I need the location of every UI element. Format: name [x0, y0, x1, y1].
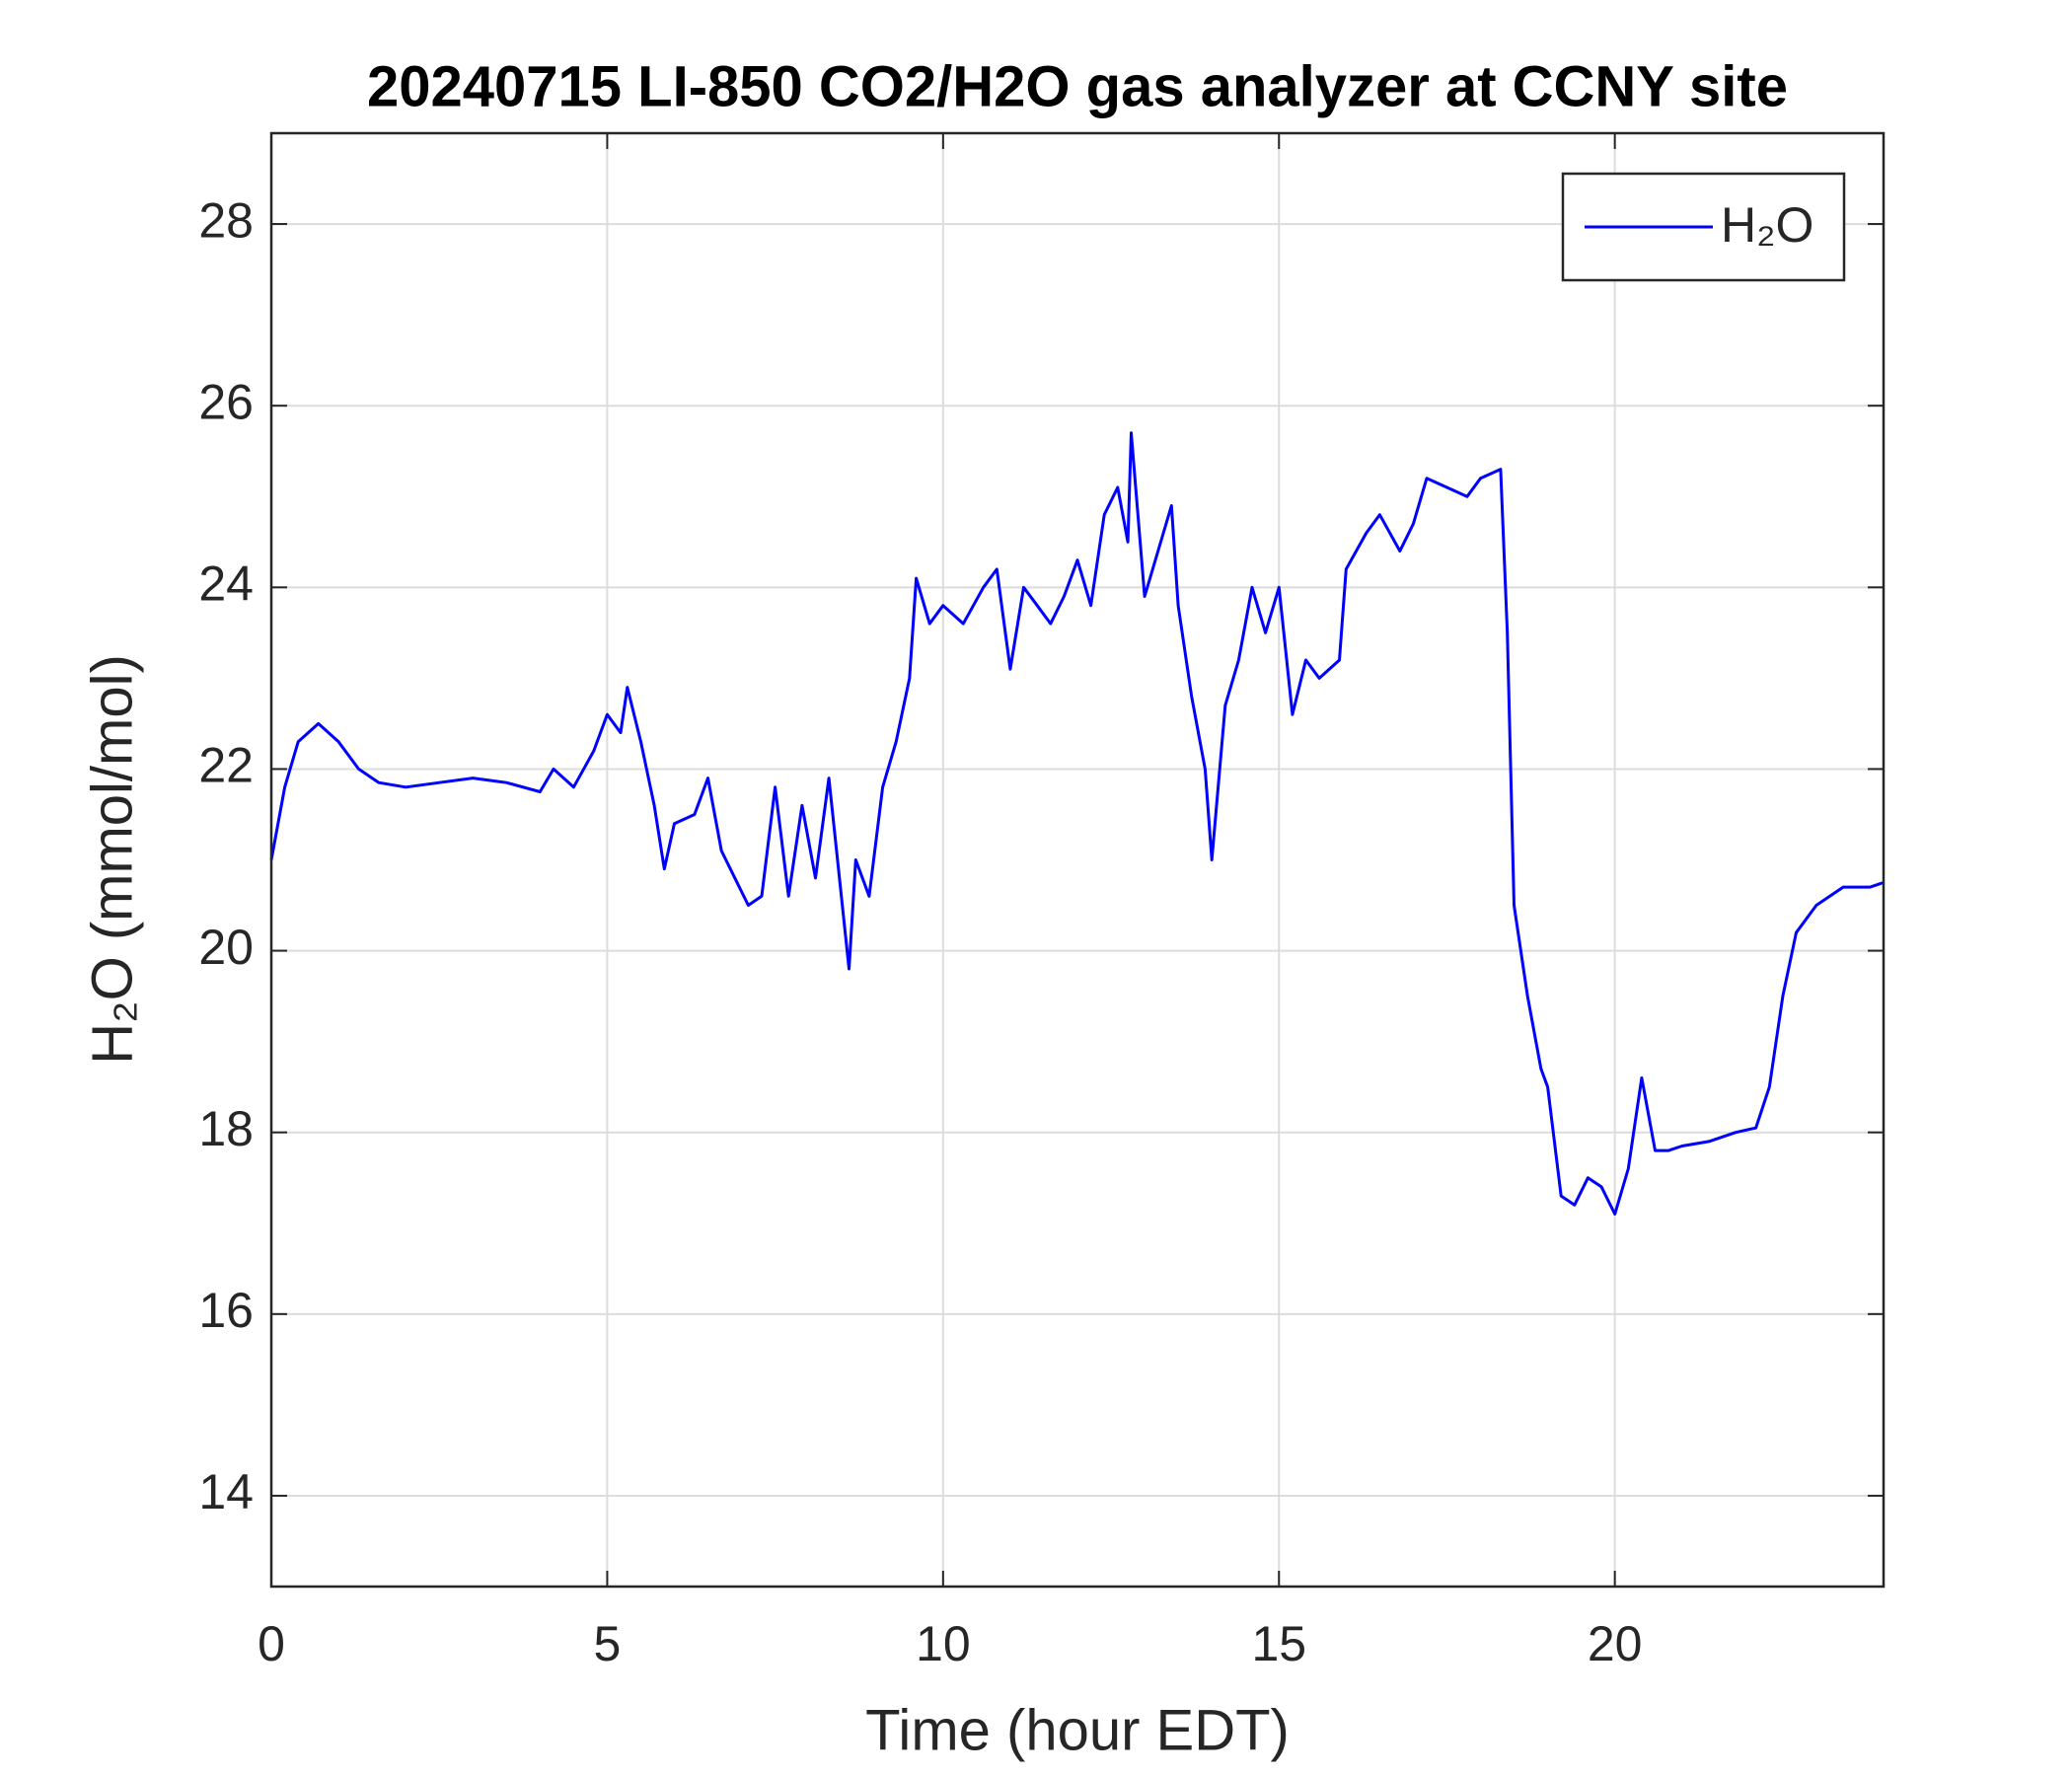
plot-frame — [269, 131, 1886, 1589]
y-tick-label: 24 — [198, 556, 254, 612]
chart-title: 20240715 LI-850 CO2/H2O gas analyzer at … — [367, 54, 1788, 118]
legend-label: H₂O — [1721, 197, 1813, 253]
x-tick-label: 15 — [1251, 1616, 1306, 1671]
y-tick-label: 14 — [198, 1464, 254, 1519]
y-axis-label: H₂O (mmol/mol) — [80, 654, 144, 1065]
y-tick-label: 26 — [198, 374, 254, 429]
x-tick-label: 20 — [1588, 1616, 1643, 1671]
x-tick-label: 5 — [594, 1616, 622, 1671]
x-tick-label: 0 — [258, 1616, 285, 1671]
y-tick-label: 16 — [198, 1283, 254, 1338]
data-line — [269, 431, 1885, 1216]
y-tick-label: 22 — [198, 738, 254, 793]
x-tick-label: 10 — [916, 1616, 971, 1671]
y-tick-label: 28 — [198, 192, 254, 248]
x-axis-label: Time (hour EDT) — [865, 1698, 1290, 1762]
y-tick-label: 18 — [198, 1101, 254, 1156]
y-tick-label: 20 — [198, 920, 254, 975]
